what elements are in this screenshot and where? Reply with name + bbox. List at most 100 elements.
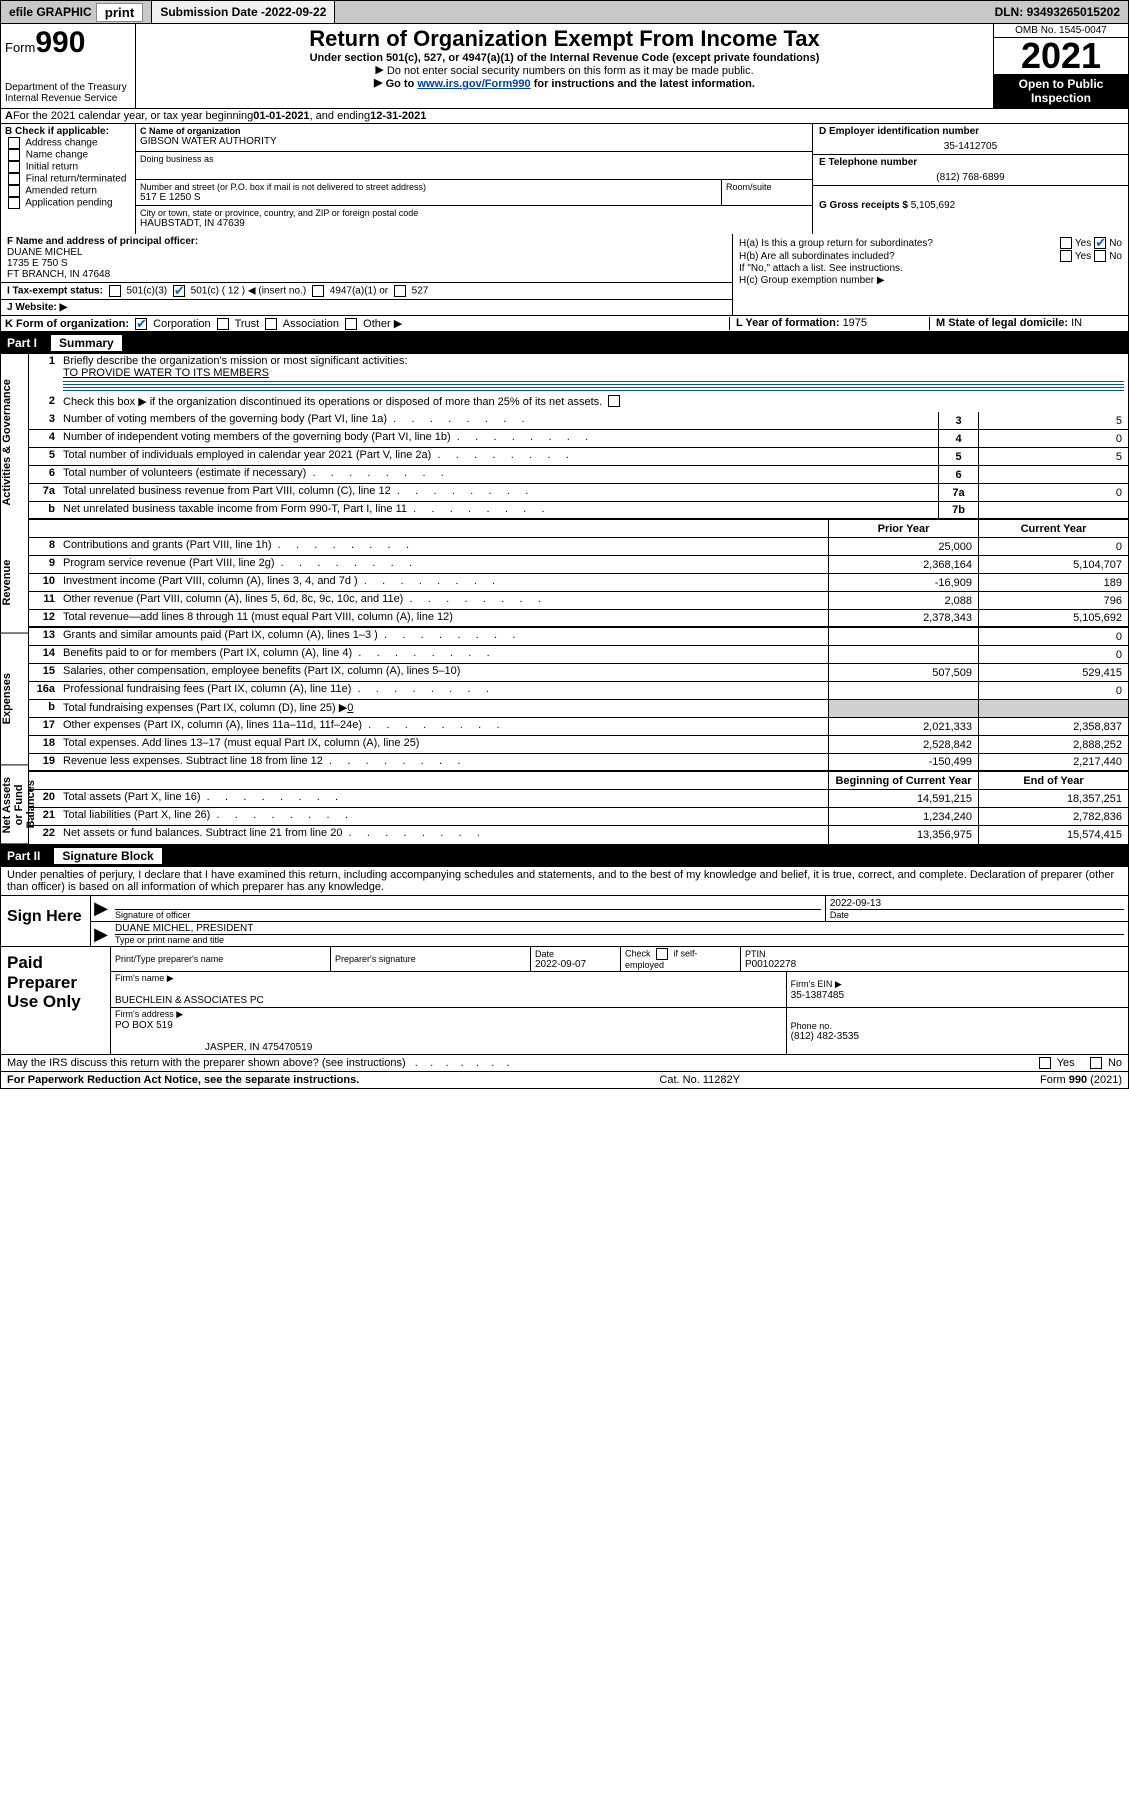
firm-name-label: Firm's name ▶ bbox=[115, 973, 782, 984]
checkbox-amended[interactable] bbox=[8, 185, 20, 197]
may-yes: Yes bbox=[1057, 1057, 1075, 1069]
print-button[interactable]: print bbox=[96, 3, 144, 22]
ptin-label: PTIN bbox=[745, 949, 1124, 959]
prep-date-label: Date bbox=[535, 949, 616, 959]
hc-line: H(c) Group exemption number ▶ bbox=[739, 275, 1122, 286]
header-right: OMB No. 1545-0047 2021 Open to Public In… bbox=[993, 24, 1128, 108]
line-7b: bNet unrelated business taxable income f… bbox=[29, 502, 1128, 520]
form-title: Return of Organization Exempt From Incom… bbox=[142, 26, 987, 52]
checkbox-hb-yes[interactable] bbox=[1060, 250, 1072, 262]
line-12-text: Total revenue—add lines 8 through 11 (mu… bbox=[59, 610, 828, 626]
line-20: 20Total assets (Part X, line 16)14,591,2… bbox=[29, 790, 1128, 808]
checkbox-trust[interactable] bbox=[217, 318, 229, 330]
line-11-text: Other revenue (Part VIII, column (A), li… bbox=[59, 592, 828, 609]
m-cell: M State of legal domicile: IN bbox=[929, 317, 1124, 330]
checkbox-501c3[interactable] bbox=[109, 285, 121, 297]
checkbox-name-change[interactable] bbox=[8, 149, 20, 161]
sign-date-label: Date bbox=[830, 910, 1124, 920]
line-8-prior: 25,000 bbox=[828, 538, 978, 555]
ein-value: 35-1412705 bbox=[819, 141, 1122, 152]
checkbox-ha-no[interactable] bbox=[1094, 237, 1106, 249]
irs-link[interactable]: www.irs.gov/Form990 bbox=[417, 78, 530, 90]
firm-addr1: PO BOX 519 bbox=[115, 1020, 782, 1031]
header-left: Form990 Department of the Treasury Inter… bbox=[1, 24, 136, 108]
line-3-val: 5 bbox=[978, 412, 1128, 429]
checkbox-initial-return[interactable] bbox=[8, 161, 20, 173]
row-fh: F Name and address of principal officer:… bbox=[0, 234, 1129, 316]
street-cell: Number and street (or P.O. box if mail i… bbox=[136, 180, 722, 205]
hb-label: H(b) Are all subordinates included? bbox=[739, 251, 1057, 262]
checkbox-527[interactable] bbox=[394, 285, 406, 297]
checkbox-line2[interactable] bbox=[608, 395, 620, 407]
checkbox-other[interactable] bbox=[345, 318, 357, 330]
checkbox-may-no[interactable] bbox=[1090, 1057, 1102, 1069]
line-11: 11Other revenue (Part VIII, column (A), … bbox=[29, 592, 1128, 610]
l-label: L Year of formation: bbox=[736, 317, 843, 329]
line-22-curr: 15,574,415 bbox=[978, 826, 1128, 844]
checkbox-may-yes[interactable] bbox=[1039, 1057, 1051, 1069]
line-18-curr: 2,888,252 bbox=[978, 736, 1128, 753]
efile-text: efile GRAPHIC bbox=[9, 5, 92, 19]
line-8-text: Contributions and grants (Part VIII, lin… bbox=[59, 538, 828, 555]
firm-phone-label: Phone no. bbox=[791, 1021, 1124, 1031]
form-word: Form bbox=[5, 40, 35, 55]
line-2-text: Check this box ▶ if the organization dis… bbox=[63, 396, 602, 408]
line-9-text: Program service revenue (Part VIII, line… bbox=[59, 556, 828, 573]
footer-form-year: (2021) bbox=[1087, 1074, 1122, 1086]
checkbox-hb-no[interactable] bbox=[1094, 250, 1106, 262]
net-header: Beginning of Current YearEnd of Year bbox=[29, 772, 1128, 790]
line-18-prior: 2,528,842 bbox=[828, 736, 978, 753]
label-501c: 501(c) ( 12 ) ◀ (insert no.) bbox=[191, 286, 307, 297]
paid-preparer-block: Paid Preparer Use Only Print/Type prepar… bbox=[0, 947, 1129, 1055]
line-10: 10Investment income (Part VIII, column (… bbox=[29, 574, 1128, 592]
vlabel-revenue: Revenue bbox=[1, 532, 28, 634]
signature-label: Signature of officer bbox=[115, 910, 821, 920]
submission-label: Submission Date - bbox=[160, 5, 265, 19]
vlabel-expenses: Expenses bbox=[1, 633, 28, 765]
submission-date: Submission Date - 2022-09-22 bbox=[152, 1, 335, 23]
checkbox-corp[interactable] bbox=[135, 318, 147, 330]
line-20-text: Total assets (Part X, line 16) bbox=[59, 790, 828, 807]
street-label: Number and street (or P.O. box if mail i… bbox=[140, 182, 717, 192]
hdr-prior: Prior Year bbox=[828, 520, 978, 537]
org-name-cell: C Name of organization GIBSON WATER AUTH… bbox=[136, 124, 812, 152]
checkbox-final-return[interactable] bbox=[8, 173, 20, 185]
col-h: H(a) Is this a group return for subordin… bbox=[733, 234, 1128, 315]
officer-addr2: FT BRANCH, IN 47648 bbox=[7, 269, 726, 280]
prep-date: 2022-09-07 bbox=[535, 959, 616, 970]
checkbox-ha-yes[interactable] bbox=[1060, 237, 1072, 249]
line-13-prior bbox=[828, 628, 978, 645]
name-arrow-icon: ▶ bbox=[91, 922, 111, 946]
hb-note: If "No," attach a list. See instructions… bbox=[739, 263, 1122, 274]
checkbox-assoc[interactable] bbox=[265, 318, 277, 330]
line-14-text: Benefits paid to or for members (Part IX… bbox=[59, 646, 828, 663]
website-cell: J Website: ▶ bbox=[1, 300, 732, 315]
cb-label-pending: Application pending bbox=[25, 198, 112, 209]
checkbox-self-employed[interactable] bbox=[656, 948, 668, 960]
line-11-prior: 2,088 bbox=[828, 592, 978, 609]
line-5: 5Total number of individuals employed in… bbox=[29, 448, 1128, 466]
cb-label-name: Name change bbox=[26, 150, 88, 161]
checkbox-address-change[interactable] bbox=[8, 137, 20, 149]
line-8: 8Contributions and grants (Part VIII, li… bbox=[29, 538, 1128, 556]
line-14-prior bbox=[828, 646, 978, 663]
line-20-prior: 14,591,215 bbox=[828, 790, 978, 807]
officer-signature-cell[interactable]: Signature of officer bbox=[111, 896, 826, 921]
footer-right: Form 990 (2021) bbox=[1040, 1074, 1122, 1086]
checkbox-4947[interactable] bbox=[312, 285, 324, 297]
label-501c3: 501(c)(3) bbox=[127, 286, 168, 297]
perjury-statement: Under penalties of perjury, I declare th… bbox=[0, 867, 1129, 896]
line-15: 15Salaries, other compensation, employee… bbox=[29, 664, 1128, 682]
header-mid: Return of Organization Exempt From Incom… bbox=[136, 24, 993, 108]
form-number: 990 bbox=[35, 26, 85, 59]
vlabel-netassets: Net Assets or Fund Balances bbox=[1, 766, 28, 844]
signature-line: ▶ Signature of officer 2022-09-13 Date bbox=[91, 896, 1128, 922]
dept-label: Department of the Treasury bbox=[5, 82, 131, 93]
line-4-text: Number of independent voting members of … bbox=[59, 430, 938, 447]
checkbox-app-pending[interactable] bbox=[8, 197, 20, 209]
line-18-text: Total expenses. Add lines 13–17 (must eq… bbox=[59, 736, 828, 753]
checkbox-501c[interactable] bbox=[173, 285, 185, 297]
officer-cell: F Name and address of principal officer:… bbox=[1, 234, 732, 283]
ha-label: H(a) Is this a group return for subordin… bbox=[739, 238, 1057, 249]
hb-yes: Yes bbox=[1075, 251, 1091, 262]
